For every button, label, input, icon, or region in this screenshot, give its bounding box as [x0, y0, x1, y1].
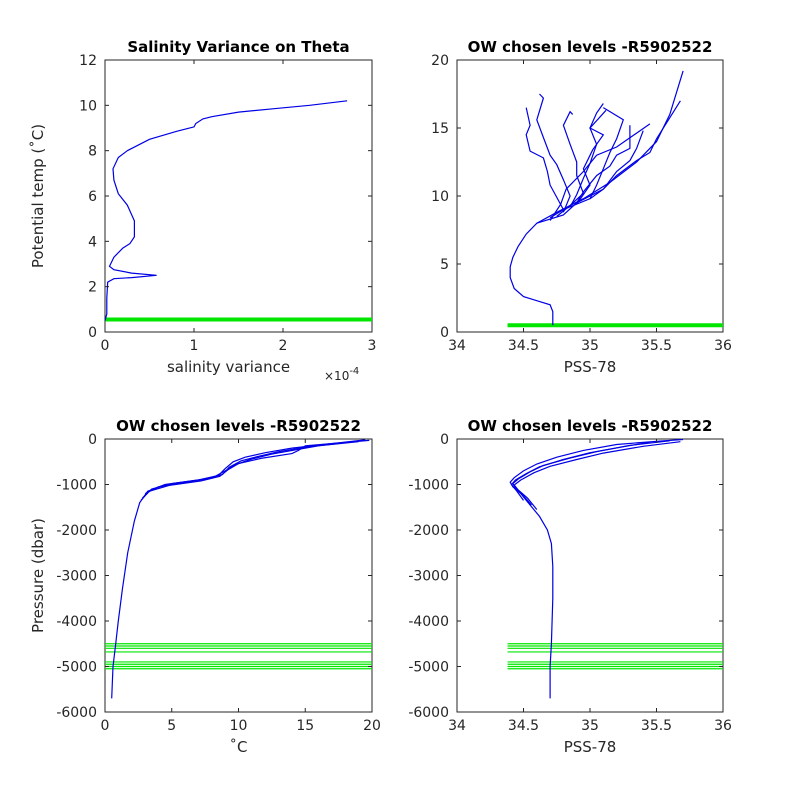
panel-title: Salinity Variance on Theta [127, 38, 349, 56]
profile-line [556, 110, 585, 217]
profile-line [510, 441, 651, 501]
profile-line [576, 109, 607, 205]
x-tick-label: 0 [101, 718, 110, 734]
x-tick-label: 2 [279, 338, 288, 354]
panel-title: OW chosen levels -R5902522 [468, 417, 713, 435]
y-tick-label: 0 [88, 432, 97, 448]
y-tick-label: 10 [431, 189, 449, 205]
x-tick-label: 35 [581, 338, 599, 354]
y-tick-label: 5 [440, 257, 449, 273]
profile-line [509, 70, 684, 326]
x-axis-label: salinity variance [167, 358, 290, 376]
x-tick-label: 10 [230, 718, 248, 734]
x-tick-label: 36 [714, 718, 732, 734]
x-axis-label: ˚C [230, 738, 248, 756]
y-tick-label: 12 [79, 53, 97, 69]
profile-line [576, 125, 631, 204]
x-tick-label: 15 [296, 718, 314, 734]
profile-line [549, 123, 651, 221]
plot-area [105, 439, 372, 699]
y-tick-label: -3000 [408, 569, 449, 585]
y-tick-label: -4000 [408, 614, 449, 630]
panel-3: 0 5 10 15 20 -6000 -5000 -4000 -3000 -2000 -1000 0 O… [29, 417, 381, 756]
x-axis-label: PSS-78 [564, 358, 617, 376]
y-tick-label: 4 [88, 234, 97, 250]
y-tick-label: 0 [88, 325, 97, 341]
x-tick-label: 35 [581, 718, 599, 734]
y-axis-label: Pressure (dbar) [29, 518, 47, 633]
x-tick-label: 1 [190, 338, 199, 354]
x-tick-label: 34.5 [508, 718, 539, 734]
panel-4: 34 34.5 35 35.5 36 -6000 -5000 -4000 -3000 -2000 -… [408, 417, 732, 756]
profile-line [105, 100, 348, 321]
x-tick-label: 20 [363, 718, 381, 734]
y-tick-label: 20 [431, 53, 449, 69]
y-tick-label: -5000 [408, 660, 449, 676]
y-tick-label: -6000 [56, 705, 97, 721]
x-axis-label: PSS-78 [564, 738, 617, 756]
axes-box [104, 438, 373, 713]
x-exponent-label: ×10-4 [324, 366, 359, 383]
profile-line [513, 441, 681, 510]
y-tick-label: 15 [431, 121, 449, 137]
x-tick-label: 36 [714, 338, 732, 354]
y-tick-label: 8 [88, 144, 97, 160]
x-tick-label: 0 [101, 338, 110, 354]
y-tick-label: -5000 [56, 660, 97, 676]
profile-line [144, 441, 359, 495]
panel-title: OW chosen levels -R5902522 [116, 417, 361, 435]
x-tick-label: 5 [167, 718, 176, 734]
profile-line [536, 93, 571, 213]
y-tick-label: 0 [440, 432, 449, 448]
y-tick-label: -6000 [408, 705, 449, 721]
x-tick-label: 34.5 [508, 338, 539, 354]
y-axis-label: Potential temp (˚C) [29, 124, 47, 268]
profile-line [536, 130, 644, 224]
x-tick-label: 3 [368, 338, 377, 354]
profile-line [589, 100, 681, 200]
x-tick-label: 35.5 [641, 718, 672, 734]
profile-line [111, 439, 366, 699]
x-tick-label: 34 [448, 338, 466, 354]
y-tick-label: -4000 [56, 614, 97, 630]
y-tick-label: -2000 [56, 523, 97, 539]
y-tick-label: 0 [440, 325, 449, 341]
panel-title: OW chosen levels -R5902522 [468, 38, 713, 56]
profile-line [569, 103, 604, 208]
y-tick-label: 2 [88, 280, 97, 296]
y-tick-label: 10 [79, 98, 97, 114]
panel-2: 34 34.5 35 35.5 36 0 5 10 15 20 OW chosen levels -… [431, 38, 732, 376]
x-tick-label: 35.5 [641, 338, 672, 354]
axes-box [104, 59, 373, 333]
plot-area [105, 100, 372, 322]
x-tick-label: 34 [448, 718, 466, 734]
y-tick-label: -2000 [408, 523, 449, 539]
y-tick-label: -1000 [56, 478, 97, 494]
profile-line [525, 107, 564, 210]
y-tick-label: -1000 [408, 478, 449, 494]
plot-area [507, 439, 723, 699]
y-tick-label: -3000 [56, 569, 97, 585]
y-tick-label: 6 [88, 189, 97, 205]
axes-box [456, 438, 724, 713]
profile-line [549, 107, 625, 219]
plot-area [507, 70, 723, 328]
